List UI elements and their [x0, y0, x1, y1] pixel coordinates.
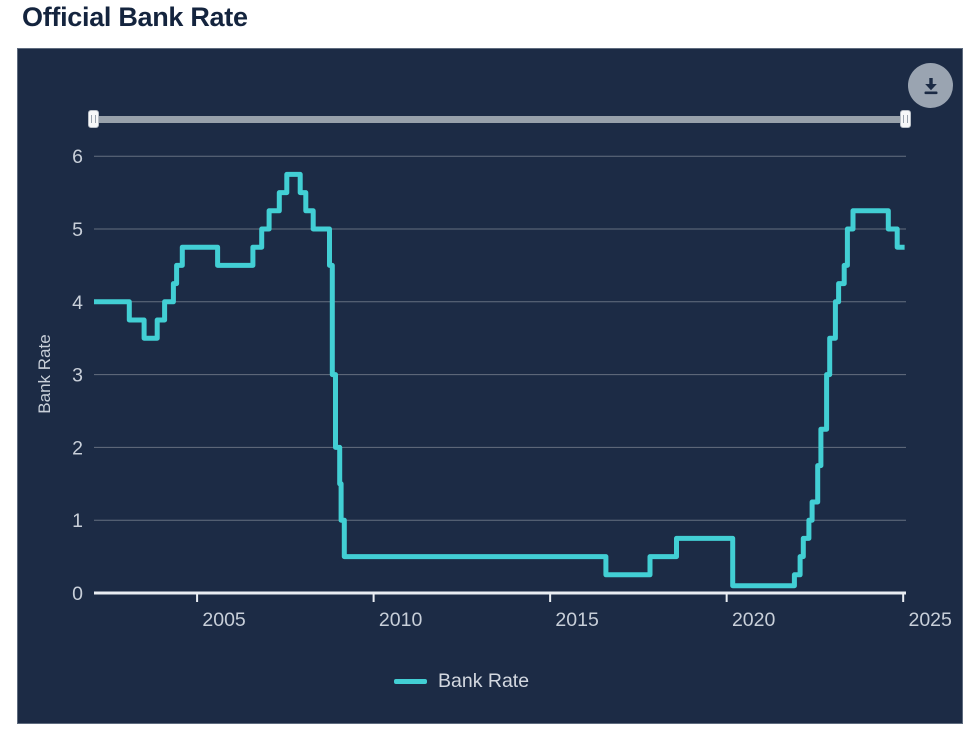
legend-item-bank-rate[interactable]: Bank Rate [394, 669, 529, 693]
x-tick-label: 2015 [555, 609, 599, 631]
slider-handle-left[interactable] [88, 110, 99, 128]
chart-panel: 0 1 2 3 4 5 6 2005 2010 2015 2020 2025 Bank Rate Ba… [17, 48, 963, 724]
slider-handle-right[interactable] [900, 110, 911, 128]
chart-plot: 0 1 2 3 4 5 6 2005 2010 2015 2020 2025 [72, 146, 952, 631]
slider-track[interactable] [94, 116, 911, 123]
y-tick-label: 2 [72, 437, 83, 459]
y-tick-label: 4 [72, 292, 83, 314]
legend-swatch [394, 678, 427, 684]
y-tick-label: 0 [72, 583, 83, 605]
bank-rate-series-line[interactable] [94, 171, 905, 589]
legend-label: Bank Rate [438, 669, 530, 692]
x-tick-label: 2005 [202, 609, 246, 631]
y-axis-title: Bank Rate [35, 334, 54, 414]
y-tick-label: 1 [72, 510, 83, 532]
page-title: Official Bank Rate [22, 2, 248, 32]
download-button[interactable] [908, 63, 953, 108]
download-icon [920, 75, 942, 97]
x-tick-label: 2025 [908, 609, 952, 631]
x-tick-label: 2020 [732, 609, 776, 631]
y-tick-label: 3 [72, 365, 83, 387]
y-tick-label: 5 [72, 219, 83, 241]
y-tick-label: 6 [72, 146, 83, 168]
x-tick-label: 2010 [379, 609, 423, 631]
